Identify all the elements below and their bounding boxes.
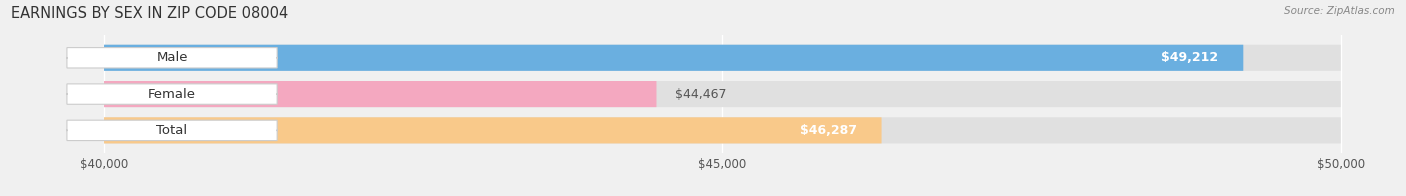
Text: $44,467: $44,467 bbox=[675, 88, 727, 101]
FancyBboxPatch shape bbox=[67, 120, 277, 141]
Text: $46,287: $46,287 bbox=[800, 124, 856, 137]
FancyBboxPatch shape bbox=[104, 45, 1341, 71]
Text: Total: Total bbox=[156, 124, 187, 137]
FancyBboxPatch shape bbox=[104, 117, 882, 143]
FancyBboxPatch shape bbox=[104, 81, 1341, 107]
Text: EARNINGS BY SEX IN ZIP CODE 08004: EARNINGS BY SEX IN ZIP CODE 08004 bbox=[11, 6, 288, 21]
FancyBboxPatch shape bbox=[104, 117, 1341, 143]
Text: $49,212: $49,212 bbox=[1161, 51, 1219, 64]
FancyBboxPatch shape bbox=[104, 45, 1243, 71]
Text: Female: Female bbox=[148, 88, 195, 101]
FancyBboxPatch shape bbox=[104, 81, 657, 107]
Text: Male: Male bbox=[156, 51, 188, 64]
FancyBboxPatch shape bbox=[67, 84, 277, 104]
FancyBboxPatch shape bbox=[67, 48, 277, 68]
Text: Source: ZipAtlas.com: Source: ZipAtlas.com bbox=[1284, 6, 1395, 16]
